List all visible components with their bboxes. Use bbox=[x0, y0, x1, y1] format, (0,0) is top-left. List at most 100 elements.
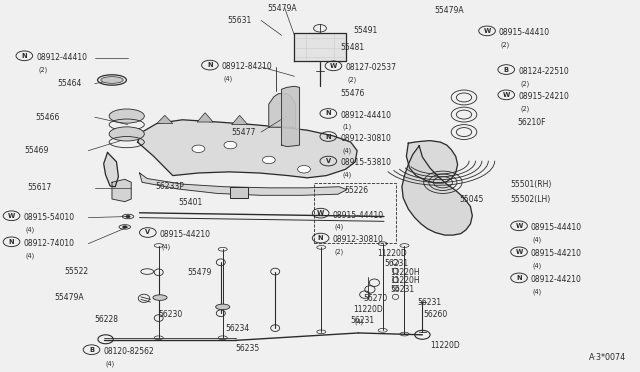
Text: 08912-84210: 08912-84210 bbox=[222, 62, 273, 71]
Text: (2): (2) bbox=[38, 66, 47, 73]
Text: 55481: 55481 bbox=[340, 43, 365, 52]
Text: N: N bbox=[326, 110, 331, 116]
Text: 56234: 56234 bbox=[225, 324, 250, 333]
Text: 55479A: 55479A bbox=[54, 293, 84, 302]
Polygon shape bbox=[269, 94, 296, 127]
Text: 56230: 56230 bbox=[159, 310, 183, 319]
Text: W: W bbox=[515, 223, 523, 229]
Text: 55479A: 55479A bbox=[434, 6, 463, 15]
Text: A·3*0074: A·3*0074 bbox=[589, 353, 626, 362]
Text: B: B bbox=[504, 67, 509, 73]
Text: 08915-44410: 08915-44410 bbox=[531, 223, 582, 232]
Circle shape bbox=[192, 145, 205, 153]
Text: 55477: 55477 bbox=[232, 128, 256, 137]
Text: 08915-44410: 08915-44410 bbox=[333, 211, 383, 219]
Text: 56235: 56235 bbox=[236, 344, 260, 353]
Circle shape bbox=[122, 225, 127, 228]
Polygon shape bbox=[294, 33, 346, 61]
Text: 55401: 55401 bbox=[178, 198, 202, 207]
Text: 56233P: 56233P bbox=[155, 182, 184, 191]
Text: 11220D: 11220D bbox=[430, 341, 460, 350]
Text: (4): (4) bbox=[355, 318, 364, 325]
Text: (2): (2) bbox=[501, 41, 510, 48]
Bar bbox=[230, 187, 248, 198]
Text: (4): (4) bbox=[26, 252, 35, 259]
Text: 55501(RH): 55501(RH) bbox=[511, 180, 552, 189]
Text: B: B bbox=[89, 347, 94, 353]
Text: 55502(LH): 55502(LH) bbox=[511, 195, 551, 203]
Text: 55631: 55631 bbox=[227, 16, 252, 25]
Text: (4): (4) bbox=[162, 243, 171, 250]
Polygon shape bbox=[112, 179, 131, 202]
Text: W: W bbox=[502, 92, 510, 98]
Polygon shape bbox=[140, 173, 347, 195]
Circle shape bbox=[125, 215, 131, 218]
Text: 55491: 55491 bbox=[353, 26, 378, 35]
Circle shape bbox=[298, 166, 310, 173]
Ellipse shape bbox=[109, 127, 145, 141]
Text: 56260: 56260 bbox=[424, 310, 448, 319]
Text: (4): (4) bbox=[533, 262, 542, 269]
Text: 08912-74010: 08912-74010 bbox=[24, 239, 74, 248]
Text: 11220D: 11220D bbox=[378, 249, 407, 258]
Text: 08915-24210: 08915-24210 bbox=[518, 92, 569, 101]
Text: 11220H: 11220H bbox=[390, 276, 420, 285]
Text: 56231: 56231 bbox=[351, 316, 375, 325]
Text: 08915-54010: 08915-54010 bbox=[24, 213, 74, 222]
Text: 08912-44210: 08912-44210 bbox=[531, 275, 582, 284]
Text: 56231: 56231 bbox=[384, 259, 408, 268]
Text: 55466: 55466 bbox=[35, 113, 60, 122]
Text: 55617: 55617 bbox=[27, 183, 51, 192]
Text: 08124-22510: 08124-22510 bbox=[518, 67, 569, 76]
Text: 56231: 56231 bbox=[390, 285, 415, 294]
Text: (2): (2) bbox=[335, 248, 344, 255]
Text: N: N bbox=[207, 62, 212, 68]
Text: (2): (2) bbox=[520, 80, 529, 87]
Text: W: W bbox=[483, 28, 491, 34]
Text: 08912-44410: 08912-44410 bbox=[340, 111, 391, 120]
Text: 55226: 55226 bbox=[344, 186, 369, 195]
Text: 08912-30810: 08912-30810 bbox=[333, 235, 383, 244]
Polygon shape bbox=[104, 153, 118, 187]
Text: (4): (4) bbox=[533, 236, 542, 243]
Text: (1): (1) bbox=[342, 124, 351, 131]
Text: N: N bbox=[9, 239, 14, 245]
Circle shape bbox=[262, 156, 275, 164]
Text: N: N bbox=[326, 134, 331, 140]
Text: (2): (2) bbox=[348, 76, 356, 83]
Polygon shape bbox=[232, 115, 248, 125]
Polygon shape bbox=[402, 146, 472, 235]
Text: (4): (4) bbox=[224, 76, 233, 82]
Text: W: W bbox=[330, 63, 337, 69]
Text: (2): (2) bbox=[520, 105, 529, 112]
Text: 08127-02537: 08127-02537 bbox=[346, 63, 396, 72]
Text: 55479A: 55479A bbox=[268, 4, 297, 13]
Text: (4): (4) bbox=[342, 147, 351, 154]
Text: (4): (4) bbox=[335, 224, 344, 230]
Circle shape bbox=[224, 141, 237, 149]
Text: W: W bbox=[515, 249, 523, 255]
Polygon shape bbox=[197, 113, 213, 122]
Text: 08120-82562: 08120-82562 bbox=[104, 347, 154, 356]
Polygon shape bbox=[406, 141, 458, 183]
Bar bbox=[314, 183, 396, 243]
Polygon shape bbox=[282, 86, 300, 147]
Text: 55479: 55479 bbox=[187, 268, 211, 277]
Text: 08915-53810: 08915-53810 bbox=[340, 158, 391, 167]
Text: N: N bbox=[516, 275, 522, 281]
Text: W: W bbox=[8, 213, 15, 219]
Text: 08915-44210: 08915-44210 bbox=[160, 230, 211, 239]
Text: 08915-44210: 08915-44210 bbox=[531, 249, 582, 258]
Text: 08915-44410: 08915-44410 bbox=[499, 28, 550, 37]
Text: 08912-44410: 08912-44410 bbox=[36, 53, 87, 62]
Text: 56228: 56228 bbox=[95, 315, 119, 324]
Text: 11220H: 11220H bbox=[390, 268, 420, 277]
Text: 55464: 55464 bbox=[58, 79, 82, 88]
Text: (4): (4) bbox=[26, 226, 35, 233]
Text: 56231: 56231 bbox=[417, 298, 442, 307]
Text: 55469: 55469 bbox=[24, 146, 49, 155]
Polygon shape bbox=[157, 115, 173, 124]
Ellipse shape bbox=[153, 295, 167, 301]
Text: W: W bbox=[317, 210, 324, 216]
Polygon shape bbox=[138, 120, 357, 178]
